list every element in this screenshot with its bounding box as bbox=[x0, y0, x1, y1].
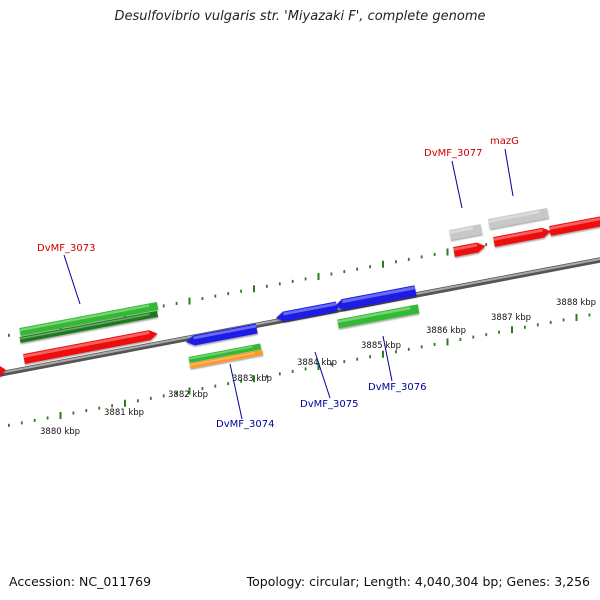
kbp-label-3888: 3888 kbp bbox=[556, 298, 596, 308]
lower-tick-track bbox=[7, 313, 591, 427]
gene-dvmf-3075-blue-body bbox=[276, 301, 338, 322]
gene-red-0 bbox=[0, 365, 6, 378]
gene-red-0-body bbox=[0, 365, 6, 378]
gene-mazg-gray-sheen bbox=[488, 210, 540, 223]
gene-dvmf-3073-green-body bbox=[19, 301, 159, 336]
gene-orange-1-body bbox=[189, 349, 264, 369]
gene-dvmf-3077-red-body bbox=[453, 242, 486, 257]
kbp-label-3884: 3884 kbp bbox=[297, 358, 337, 368]
gene-mazg-red-body bbox=[493, 227, 551, 247]
gene-features bbox=[0, 207, 600, 378]
kbp-label-3882: 3882 kbp bbox=[168, 390, 208, 400]
gene-dvmf-3077-gray-body bbox=[449, 224, 483, 240]
accession-text: Accession: NC_011769 bbox=[9, 574, 152, 589]
gene-orange-1-sheen bbox=[189, 352, 255, 366]
gene-dvmf-3076-green-sheen bbox=[337, 306, 411, 324]
gene-dvmf-3076-green bbox=[337, 304, 420, 329]
gene-red-1-sheen bbox=[23, 331, 150, 358]
gene-red-edge-sheen bbox=[549, 217, 600, 230]
gene-dvmf-3074-blue-sheen bbox=[193, 324, 257, 340]
gene-label-dvmf-3074: DvMF_3074 bbox=[216, 419, 274, 430]
genome-summary-text: Topology: circular; Length: 4,040,304 bp… bbox=[246, 574, 590, 589]
gene-green-2-sheen bbox=[188, 345, 253, 360]
gene-dvmf-3076-green-body bbox=[337, 304, 420, 329]
gene-label-dvmf-3075: DvMF_3075 bbox=[300, 399, 358, 410]
gene-mazg-gray-body bbox=[488, 207, 549, 229]
gene-dvmf-3075-blue bbox=[276, 301, 338, 322]
label-leader-lines bbox=[63, 148, 514, 420]
gene-green-2 bbox=[188, 343, 262, 363]
gene-red-edge-body bbox=[549, 214, 600, 236]
gene-dvmf-3073-green bbox=[19, 301, 159, 336]
gene-dvmf-3073-green-sheen bbox=[19, 304, 150, 332]
gene-dvmf-3077-red-sheen bbox=[453, 243, 478, 251]
gene-dvmf-3073-darkgreen bbox=[19, 310, 159, 343]
gene-dvmf-3076-blue bbox=[335, 285, 417, 310]
gene-mazg-gray bbox=[488, 207, 549, 229]
leader-dvmf-3074 bbox=[229, 363, 243, 420]
kbp-label-3883: 3883 kbp bbox=[232, 374, 272, 384]
gene-label-dvmf-3076: DvMF_3076 bbox=[368, 382, 426, 393]
gene-green-2-body bbox=[188, 343, 262, 363]
gene-mazg-red bbox=[493, 227, 551, 247]
gene-red-edge bbox=[549, 214, 600, 236]
gene-dvmf-3077-gray bbox=[449, 224, 483, 240]
kbp-label-3885: 3885 kbp bbox=[361, 341, 401, 351]
leader-dvmf-3073 bbox=[63, 254, 81, 305]
kbp-label-3886: 3886 kbp bbox=[426, 326, 466, 336]
map-title: Desulfovibrio vulgaris str. 'Miyazaki F'… bbox=[114, 9, 486, 24]
gene-dvmf-3074-blue bbox=[186, 323, 258, 346]
gene-red-1-body bbox=[23, 330, 158, 364]
gene-dvmf-3073-darkgreen-sheen bbox=[19, 313, 150, 340]
gene-dvmf-3075-blue-sheen bbox=[283, 302, 337, 316]
gene-label-dvmf-3077: DvMF_3077 bbox=[424, 148, 482, 159]
kbp-label-3880: 3880 kbp bbox=[40, 427, 80, 437]
gene-dvmf-3076-blue-sheen bbox=[342, 286, 416, 304]
leader-dvmf-3077 bbox=[451, 160, 463, 209]
gene-dvmf-3074-blue-body bbox=[186, 323, 258, 346]
kbp-label-3887: 3887 kbp bbox=[491, 313, 531, 323]
leader-dvmf-3075 bbox=[314, 351, 331, 399]
kbp-label-3881: 3881 kbp bbox=[104, 408, 144, 418]
gene-orange-1 bbox=[189, 349, 264, 369]
gene-mazg-red-sheen bbox=[493, 228, 543, 241]
gene-dvmf-3077-red bbox=[453, 242, 486, 257]
gene-red-1 bbox=[23, 330, 158, 364]
gene-dvmf-3073-darkgreen-body bbox=[19, 310, 159, 343]
gene-dvmf-3076-blue-body bbox=[335, 285, 417, 310]
leader-mazg bbox=[504, 148, 514, 197]
leader-dvmf-3076 bbox=[382, 335, 393, 382]
gene-dvmf-3077-gray-sheen bbox=[449, 226, 474, 234]
gene-label-dvmf-3073: DvMF_3073 bbox=[37, 243, 95, 254]
gene-label-mazg: mazG bbox=[490, 136, 519, 147]
